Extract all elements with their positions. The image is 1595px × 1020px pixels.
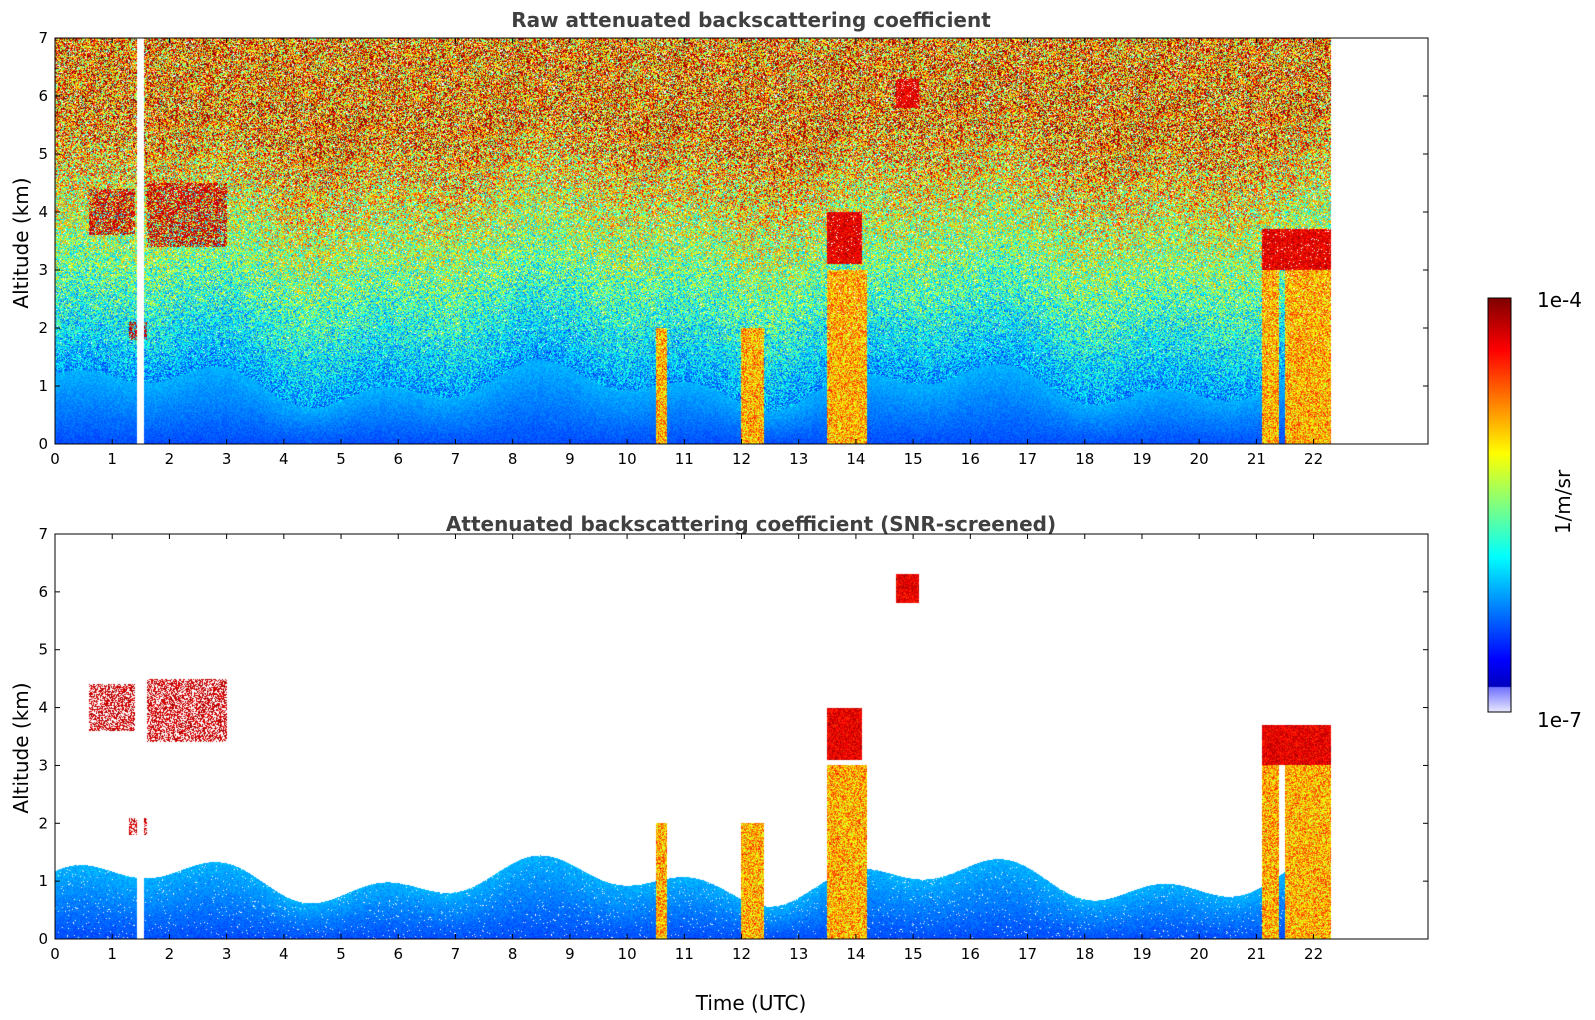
x-tick-label: 18 — [1075, 450, 1094, 468]
screened-backscatter-panel: Attenuated backscattering coefficient (S… — [9, 512, 1429, 1015]
panel-title: Raw attenuated backscattering coefficien… — [511, 8, 991, 32]
x-tick-label: 22 — [1304, 945, 1323, 963]
x-tick-label: 17 — [1018, 945, 1037, 963]
x-tick-label: 2 — [165, 945, 175, 963]
y-tick-label: 6 — [38, 583, 48, 601]
raw-backscatter-heatmap — [55, 38, 1428, 444]
x-tick-label: 11 — [675, 945, 694, 963]
y-tick-label: 7 — [38, 525, 48, 543]
y-tick-label: 0 — [38, 435, 48, 453]
colorbar-min-label: 1e-7 — [1537, 708, 1582, 732]
x-tick-label: 1 — [107, 945, 117, 963]
y-tick-label: 4 — [38, 203, 48, 221]
x-tick-label: 20 — [1190, 945, 1209, 963]
y-tick-label: 4 — [38, 699, 48, 717]
y-tick-label: 7 — [38, 29, 48, 47]
x-tick-label: 5 — [336, 450, 346, 468]
x-tick-label: 6 — [393, 450, 403, 468]
x-tick-label: 15 — [904, 450, 923, 468]
panel-title: Attenuated backscattering coefficient (S… — [446, 512, 1056, 536]
screened-backscatter-heatmap — [55, 534, 1428, 939]
screened-backscatter-axes: 0 1 2 3 4 5 6 7 8 9 10 11 12 13 14 15 16 17 18 19 20 21 220123… — [38, 525, 1429, 963]
x-tick-label: 19 — [1132, 945, 1151, 963]
x-tick-label: 4 — [279, 450, 289, 468]
x-tick-label: 1 — [107, 450, 117, 468]
raw-backscatter-panel: Raw attenuated backscattering coefficien… — [9, 8, 1429, 468]
colorbar: 1e-4 1e-7 1/m/sr — [1487, 288, 1582, 732]
y-tick-label: 0 — [38, 930, 48, 948]
y-tick-label: 6 — [38, 87, 48, 105]
x-tick-label: 0 — [50, 945, 60, 963]
y-tick-label: 3 — [38, 756, 48, 774]
x-tick-label: 5 — [336, 945, 346, 963]
x-tick-label: 20 — [1190, 450, 1209, 468]
y-tick-label: 5 — [38, 145, 48, 163]
x-tick-label: 21 — [1247, 945, 1266, 963]
colorbar-gradient — [1488, 298, 1511, 712]
x-tick-label: 9 — [565, 450, 575, 468]
x-tick-label: 4 — [279, 945, 289, 963]
colorbar-max-label: 1e-4 — [1537, 288, 1582, 312]
x-tick-label: 14 — [846, 945, 865, 963]
x-tick-label: 21 — [1247, 450, 1266, 468]
x-tick-label: 7 — [451, 450, 461, 468]
x-tick-label: 16 — [961, 450, 980, 468]
y-axis-label: Altitude (km) — [9, 682, 33, 813]
x-tick-label: 12 — [732, 450, 751, 468]
y-tick-label: 1 — [38, 872, 48, 890]
x-axis-label: Time (UTC) — [695, 991, 807, 1015]
y-axis-label: Altitude (km) — [9, 177, 33, 308]
x-tick-label: 8 — [508, 945, 518, 963]
x-tick-label: 0 — [50, 450, 60, 468]
x-tick-label: 8 — [508, 450, 518, 468]
x-tick-label: 10 — [618, 945, 637, 963]
x-tick-label: 22 — [1304, 450, 1323, 468]
y-tick-label: 1 — [38, 377, 48, 395]
x-tick-label: 13 — [789, 945, 808, 963]
x-tick-label: 3 — [222, 945, 232, 963]
x-tick-label: 18 — [1075, 945, 1094, 963]
x-tick-label: 12 — [732, 945, 751, 963]
x-tick-label: 10 — [618, 450, 637, 468]
y-tick-label: 2 — [38, 319, 48, 337]
x-tick-label: 7 — [451, 945, 461, 963]
y-tick-label: 5 — [38, 641, 48, 659]
y-tick-label: 2 — [38, 814, 48, 832]
x-tick-label: 2 — [165, 450, 175, 468]
colorbar-frame — [1487, 297, 1512, 713]
x-tick-label: 9 — [565, 945, 575, 963]
x-tick-label: 15 — [904, 945, 923, 963]
raw-backscatter-axes: 0 1 2 3 4 5 6 7 8 9 10 11 12 13 14 15 16 17 18 19 20 21 220123… — [38, 29, 1429, 468]
x-tick-label: 6 — [393, 945, 403, 963]
x-tick-label: 3 — [222, 450, 232, 468]
y-tick-label: 3 — [38, 261, 48, 279]
colorbar-unit-label: 1/m/sr — [1551, 469, 1575, 534]
x-tick-label: 17 — [1018, 450, 1037, 468]
x-tick-label: 11 — [675, 450, 694, 468]
x-tick-label: 14 — [846, 450, 865, 468]
x-tick-label: 19 — [1132, 450, 1151, 468]
x-tick-label: 13 — [789, 450, 808, 468]
x-tick-label: 16 — [961, 945, 980, 963]
